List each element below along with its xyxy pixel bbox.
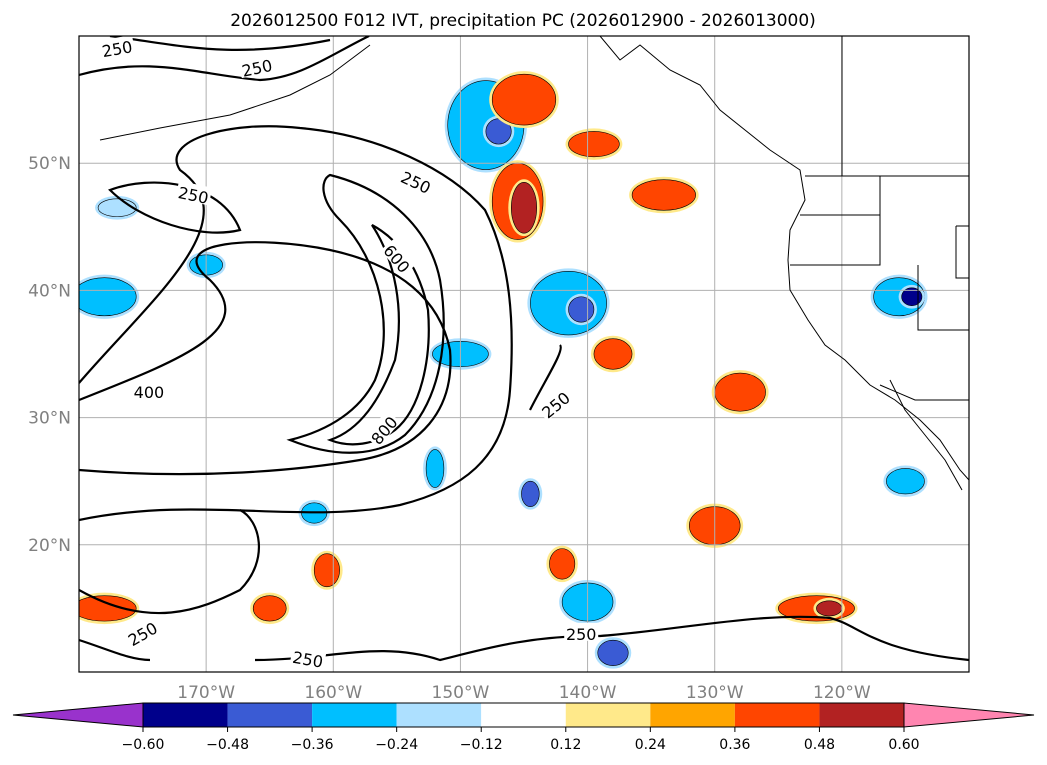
- contour-label-bg: [131, 381, 166, 400]
- precip-pc-blob: [568, 296, 595, 323]
- colorbar-segment: [481, 703, 566, 727]
- precip-pc-blob: [97, 198, 137, 217]
- colorbar-tick-label: 0.48: [804, 737, 835, 753]
- contour-label-bg: [98, 36, 136, 59]
- lon-tick-label: 140°W: [559, 683, 617, 703]
- precip-pc-blob: [597, 639, 629, 666]
- precip-pc-blob: [886, 468, 925, 495]
- precip-pc-blob: [313, 553, 340, 588]
- ivt-contour-400: [79, 241, 452, 476]
- us-mexico-border: [879, 384, 969, 401]
- colorbar-tick-labels: −0.60 −0.48 −0.36 −0.24 −0.12 0.12 0.24 0.36 0.4…: [122, 727, 920, 753]
- colorbar-tick-label: −0.60: [122, 737, 165, 753]
- colorbar-segment: [312, 703, 397, 727]
- lat-lon-gridlines: [79, 36, 969, 672]
- precip-pc-blob: [593, 338, 633, 370]
- colorbar-tick-label: 0.36: [719, 737, 750, 753]
- colorbar-tick-label: −0.12: [460, 737, 503, 753]
- lat-tick-label: 40°N: [28, 281, 71, 301]
- ivt-contour-250-east: [529, 344, 562, 411]
- precip-pc-blob: [425, 449, 445, 488]
- colorbar-tick-label: −0.48: [206, 737, 249, 753]
- colorbar-segment: [227, 703, 313, 727]
- ivt-contour-250-west: [108, 181, 242, 234]
- colorbar-segment: [565, 703, 651, 727]
- contour-label-bg: [364, 410, 401, 448]
- ivt-contours: [79, 36, 969, 662]
- chart-title: 2026012500 F012 IVT, precipitation PC (2…: [230, 11, 816, 31]
- colorbar-segment: [396, 703, 482, 727]
- colorbar-tick-label: −0.24: [375, 737, 418, 753]
- ivt-contour-250-lower-west: [79, 638, 151, 662]
- state-border-5: [955, 225, 969, 279]
- longitude-tick-labels: 170°W 160°W 150°W 140°W 130°W 120°W: [177, 683, 871, 703]
- lon-tick-label: 130°W: [686, 683, 744, 703]
- ivt-contour-label: 400: [134, 383, 165, 402]
- contour-label-bg: [238, 53, 276, 79]
- state-border-3: [917, 265, 969, 331]
- lat-tick-label: 20°N: [28, 536, 71, 556]
- precip-pc-blob: [79, 595, 137, 622]
- lon-tick-label: 150°W: [432, 683, 490, 703]
- colorbar-segment: [143, 703, 228, 727]
- ivt-contour-600: [286, 173, 445, 454]
- ivt-contour-250-north: [109, 36, 331, 51]
- colorbar-extend-low: [12, 702, 144, 728]
- ivt-contour-250-south: [79, 509, 261, 615]
- ivt-contour-800: [326, 224, 430, 446]
- precip-pc-blob: [491, 73, 557, 126]
- north-america-coastline: [599, 36, 969, 481]
- contour-label-bg: [175, 180, 213, 206]
- colorbar-extend-high: [903, 702, 1035, 728]
- state-border-2: [790, 215, 881, 266]
- lat-tick-label: 30°N: [28, 409, 71, 429]
- colorbar-tick-label: 0.24: [635, 737, 666, 753]
- precip-pc-blob: [510, 181, 538, 234]
- lon-tick-label: 160°W: [304, 683, 362, 703]
- precip-pc-blob: [521, 480, 540, 507]
- ivt-contour-label: 250: [566, 625, 597, 644]
- precip-pc-blob: [252, 595, 287, 622]
- colorbar-segment: [819, 703, 904, 727]
- contour-label-bg: [122, 615, 161, 649]
- colorbar-tick-label: −0.36: [291, 737, 334, 753]
- contour-label-bg: [535, 385, 574, 422]
- precip-pc-blob: [631, 179, 696, 211]
- contour-label-bg: [397, 165, 436, 196]
- lat-tick-label: 50°N: [28, 154, 71, 174]
- colorbar-tick-label: 0.12: [550, 737, 581, 753]
- contour-label-bg: [289, 645, 327, 670]
- colorbar: [12, 702, 1035, 728]
- colorbar-segment: [650, 703, 735, 727]
- map-frame: [78, 35, 970, 673]
- precipitation-pc-shading: [79, 71, 928, 669]
- contour-label-bg: [564, 622, 599, 641]
- precip-pc-blob: [79, 277, 137, 317]
- precip-pc-blob: [549, 548, 576, 580]
- precip-pc-blob: [568, 131, 620, 158]
- contour-label-bg: [380, 238, 417, 277]
- ivt-contour-250-upper: [79, 36, 370, 82]
- precip-pc-blob: [714, 372, 766, 412]
- lon-tick-label: 120°W: [813, 683, 871, 703]
- baja-coastline: [889, 379, 963, 491]
- precip-pc-blob: [816, 600, 843, 617]
- coastlines-and-borders: [99, 36, 969, 491]
- colorbar-segment: [734, 703, 820, 727]
- latitude-tick-labels: 20°N 30°N 40°N 50°N: [28, 154, 71, 556]
- colorbar-outline: [142, 702, 905, 728]
- colorbar-tick-label: 0.60: [888, 737, 919, 753]
- precip-pc-blob: [901, 287, 923, 306]
- aleutian-coast: [99, 44, 371, 141]
- lon-tick-label: 170°W: [177, 683, 235, 703]
- ivt-contour-250-lower-south: [254, 615, 969, 662]
- ivt-contour-250-main: [79, 125, 513, 522]
